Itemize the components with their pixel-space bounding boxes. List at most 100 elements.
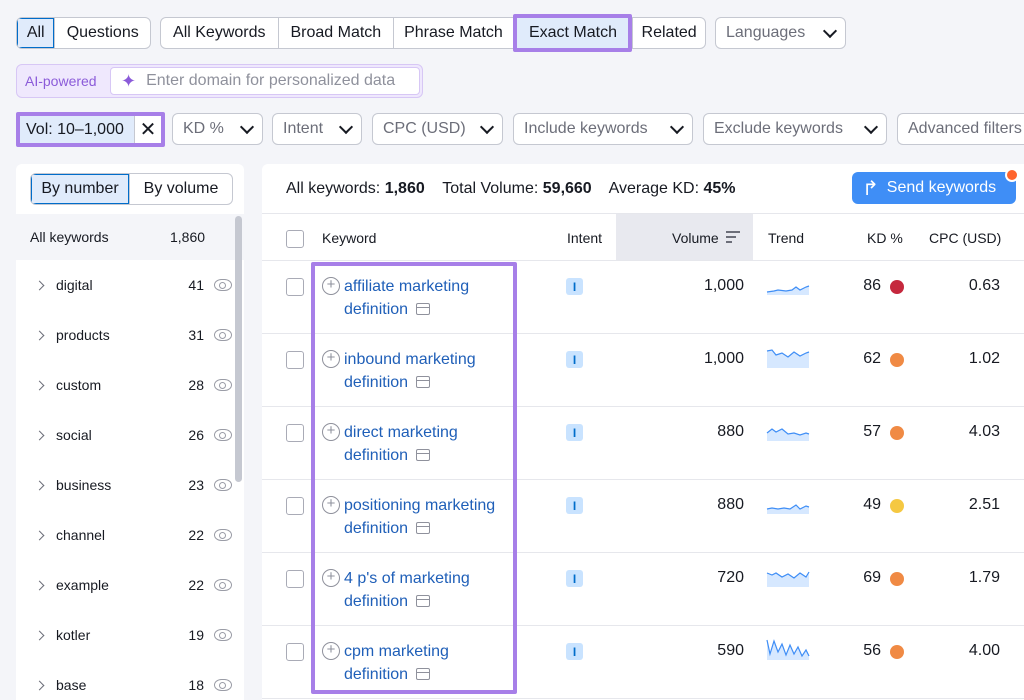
chevron-right-icon[interactable] (34, 430, 45, 440)
intent-badge: I (566, 278, 583, 295)
add-icon[interactable]: + (322, 642, 340, 660)
eye-icon[interactable] (214, 579, 232, 591)
add-icon[interactable]: + (322, 496, 340, 514)
languages-dropdown[interactable]: Languages (715, 17, 846, 49)
group-count: 22 (188, 527, 204, 543)
all-keywords-stat-label: All keywords: (286, 180, 381, 197)
sidebar-item-digital[interactable]: digital 41 (16, 260, 244, 310)
eye-icon[interactable] (214, 279, 232, 291)
sidebar-item-base[interactable]: base 18 (16, 660, 244, 700)
chevron-right-icon[interactable] (34, 530, 45, 540)
domain-input[interactable]: ✦ Enter domain for personalized data (110, 67, 420, 95)
keyword-text-2: definition (344, 447, 409, 464)
row-checkbox[interactable] (286, 424, 304, 442)
group-count: 22 (188, 577, 204, 593)
sidebar-scrollbar[interactable] (235, 216, 242, 482)
all-keywords-group[interactable]: All keywords 1,860 (16, 214, 244, 260)
chevron-right-icon[interactable] (34, 330, 45, 340)
chevron-right-icon[interactable] (34, 580, 45, 590)
group-count: 26 (188, 427, 204, 443)
header-cpc[interactable]: CPC (USD) (929, 230, 1002, 246)
tab-related[interactable]: Related (641, 24, 697, 41)
serp-icon[interactable] (416, 522, 431, 534)
include-keywords-label: Include keywords (524, 120, 648, 137)
tab-all-keywords[interactable]: All Keywords (161, 18, 279, 48)
sidebar-item-custom[interactable]: custom 28 (16, 360, 244, 410)
eye-icon[interactable] (214, 629, 232, 641)
chevron-right-icon[interactable] (34, 380, 45, 390)
kd-value: 57 (863, 423, 881, 440)
advanced-filters-dropdown[interactable]: Advanced filters (897, 113, 1024, 145)
cpc-filter-dropdown[interactable]: CPC (USD) (372, 113, 503, 145)
send-keywords-button[interactable]: ↱ Send keywords (852, 172, 1016, 204)
keyword-link[interactable]: +4 p's of marketing definition (322, 567, 519, 613)
serp-icon[interactable] (416, 376, 431, 388)
exclude-keywords-dropdown[interactable]: Exclude keywords (703, 113, 887, 145)
keyword-link[interactable]: + inbound marketing definition (322, 348, 519, 394)
sidebar-item-kotler[interactable]: kotler 19 (16, 610, 244, 660)
kd-filter-dropdown[interactable]: KD % (172, 113, 263, 145)
header-intent[interactable]: Intent (567, 230, 603, 246)
header-kd[interactable]: KD % (867, 230, 903, 246)
eye-icon[interactable] (214, 329, 232, 341)
serp-icon[interactable] (416, 595, 431, 607)
keyword-link[interactable]: + cpm marketing definition (322, 640, 519, 686)
add-icon[interactable]: + (322, 569, 340, 587)
keyword-text-1: affiliate marketing (344, 278, 470, 295)
sidebar-item-products[interactable]: products 31 (16, 310, 244, 360)
kd-value: 86 (863, 277, 881, 294)
group-count: 31 (188, 327, 204, 343)
tab-broad-match[interactable]: Broad Match (279, 18, 395, 48)
sidebar-item-channel[interactable]: channel 22 (16, 510, 244, 560)
tab-phrase-match[interactable]: Phrase Match (394, 18, 514, 48)
tab-questions[interactable]: Questions (66, 24, 139, 41)
row-checkbox[interactable] (286, 570, 304, 588)
sort-icon[interactable] (726, 231, 740, 243)
add-icon[interactable]: + (322, 277, 340, 295)
sidebar-item-social[interactable]: social 26 (16, 410, 244, 460)
tab-by-number[interactable]: By number (31, 174, 131, 204)
header-trend[interactable]: Trend (768, 230, 805, 246)
add-icon[interactable]: + (322, 350, 340, 368)
select-all-checkbox[interactable] (286, 230, 304, 248)
intent-filter-dropdown[interactable]: Intent (272, 113, 362, 145)
sidebar-item-business[interactable]: business 23 (16, 460, 244, 510)
close-icon[interactable]: ✕ (134, 116, 161, 143)
kd-difficulty-dot (890, 645, 904, 659)
tab-by-volume[interactable]: By volume (143, 180, 219, 197)
eye-icon[interactable] (214, 379, 232, 391)
serp-icon[interactable] (416, 668, 431, 680)
eye-icon[interactable] (214, 529, 232, 541)
row-checkbox[interactable] (286, 351, 304, 369)
eye-icon[interactable] (214, 429, 232, 441)
tab-exact-match[interactable]: Exact Match (513, 18, 634, 48)
keyword-text-2: definition (344, 520, 409, 537)
serp-icon[interactable] (416, 449, 431, 461)
sidebar-item-example[interactable]: example 22 (16, 560, 244, 610)
include-keywords-dropdown[interactable]: Include keywords (513, 113, 693, 145)
group-count: 19 (188, 627, 204, 643)
row-checkbox[interactable] (286, 643, 304, 661)
row-checkbox[interactable] (286, 278, 304, 296)
add-icon[interactable]: + (322, 423, 340, 441)
chevron-right-icon[interactable] (34, 680, 45, 690)
group-count: 41 (188, 277, 204, 293)
row-checkbox[interactable] (286, 497, 304, 515)
volume-filter-chip[interactable]: Vol: 10–1,000 ✕ (20, 116, 161, 143)
eye-icon[interactable] (214, 479, 232, 491)
header-volume[interactable]: Volume (672, 230, 719, 246)
chevron-right-icon[interactable] (34, 630, 45, 640)
volume-filter-label: Vol: 10–1,000 (20, 116, 134, 143)
languages-label: Languages (726, 24, 806, 41)
keyword-link[interactable]: + affiliate marketing definition (322, 275, 519, 321)
chevron-right-icon[interactable] (34, 480, 45, 490)
keyword-link[interactable]: + direct marketing definition (322, 421, 519, 467)
tab-all[interactable]: All (17, 18, 56, 48)
header-keyword[interactable]: Keyword (322, 230, 377, 246)
keyword-link[interactable]: + positioning marketing definition (322, 494, 519, 540)
eye-icon[interactable] (214, 679, 232, 691)
table-row: + direct marketing definition I 880 57 4.0… (262, 407, 1024, 480)
chevron-right-icon[interactable] (34, 280, 45, 290)
serp-icon[interactable] (416, 303, 431, 315)
kd-difficulty-dot (890, 426, 904, 440)
